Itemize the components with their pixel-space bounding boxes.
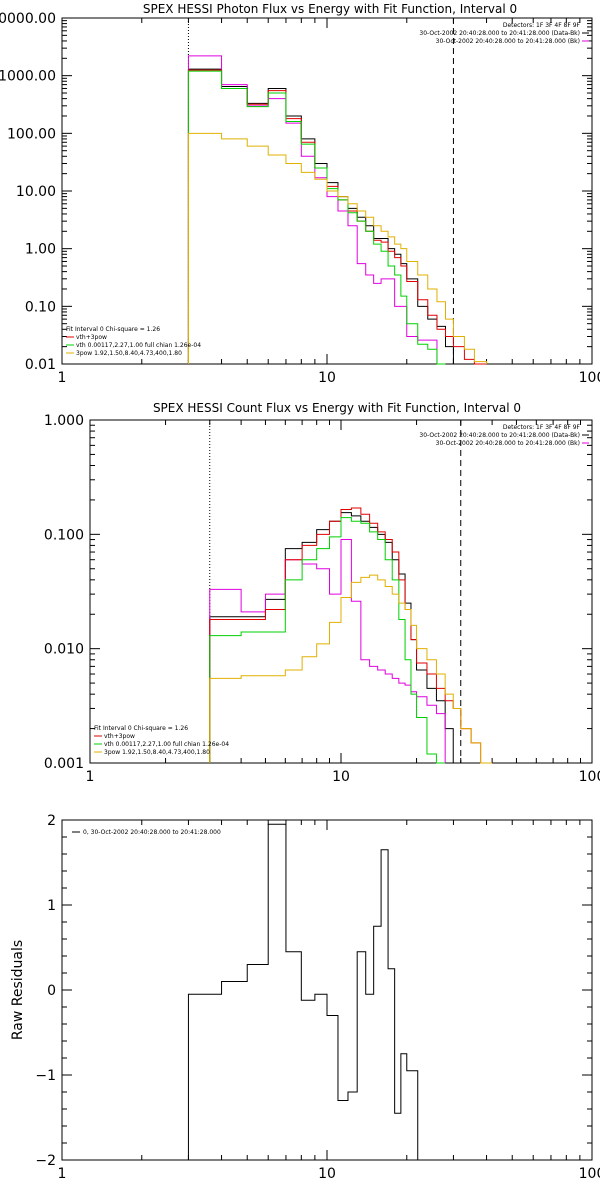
residuals-panel: Raw Residuals 1 10 100 −2 −1 0 1 2 0, 30-Oct-200… <box>10 813 600 1182</box>
photon-flux-plot: 1 10 100 0.01 0.10 1.00 10.00 100.00 1000.00 1000… <box>0 11 600 386</box>
count-series-2 <box>209 507 493 764</box>
photon-series-0 <box>187 68 465 365</box>
count-info-line: 30-Oct-2002 20:40:28.000 to 20:41:28.000… <box>436 440 580 447</box>
photon-info-line: 30-Oct-2002 20:40:28.000 to 20:41:28.000… <box>436 38 580 45</box>
residual-x-tick-label: 10 <box>318 1166 336 1182</box>
count-flux-plot: 1 10 100 0.001 0.010 0.100 1.000 Detectors: 1F … <box>44 413 600 785</box>
count-y-tick-label: 0.001 <box>44 756 84 772</box>
photon-series-1 <box>187 55 438 364</box>
residual-axes-frame <box>61 819 593 1161</box>
count-fit-line: vth 0.00117,2.27,1.00 full chian 1.26e-0… <box>104 741 229 748</box>
photon-x-tick-label: 10 <box>318 370 336 386</box>
photon-x-tick-label: 1 <box>58 370 67 386</box>
residual-y-tick-label: −2 <box>35 1153 56 1169</box>
photon-y-tick-label: 10.00 <box>16 184 56 200</box>
photon-fit-line: 3pow 1.92,1.50,8.40,4.73,400,1.80 <box>76 350 182 357</box>
photon-flux-panel: SPEX HESSI Photon Flux vs Energy with Fi… <box>0 2 600 386</box>
count-series-3 <box>209 517 446 764</box>
residual-y-tick-label: 1 <box>47 898 56 914</box>
photon-y-tick-label: 10000.00 <box>0 11 56 27</box>
count-x-tick-label: 100 <box>579 769 600 785</box>
photon-y-tick-label: 100.00 <box>7 126 56 142</box>
residual-x-tick-label: 100 <box>579 1166 600 1182</box>
count-fit-line: vth+3pow <box>104 733 135 740</box>
count-series-4 <box>209 574 493 764</box>
count-fit-line: 3pow 1.92,1.50,8.40,4.73,400,1.80 <box>104 749 210 756</box>
count-fit-line: Fit Interval 0 Chi-square = 1.26 <box>94 725 188 732</box>
residual-legend-label: 0, 30-Oct-2002 20:40:28.000 to 20:41:28.… <box>83 829 221 836</box>
residual-y-tick-label: −1 <box>35 1068 56 1084</box>
photon-series-2 <box>187 69 487 365</box>
photon-y-tick-label: 1.00 <box>25 242 56 258</box>
photon-info-line: 30-Oct-2002 20:40:28.000 to 20:41:28.000… <box>419 30 580 37</box>
photon-y-tick-label: 0.01 <box>25 357 56 373</box>
photon-info-line: Detectors: 1F 3F 4F 8F 9F <box>503 22 581 29</box>
count-y-tick-label: 0.010 <box>44 642 84 658</box>
photon-x-tick-label: 100 <box>579 370 600 386</box>
residual-series-0 <box>187 823 419 1160</box>
residuals-ylabel: Raw Residuals <box>10 940 26 1040</box>
photon-series-4 <box>187 132 488 364</box>
photon-flux-title: SPEX HESSI Photon Flux vs Energy with Fi… <box>143 2 517 16</box>
photon-fit-line: vth 0.00117,2.27,1.00 full chian 1.26e-0… <box>76 342 201 349</box>
photon-fit-line: vth+3pow <box>76 334 107 341</box>
residual-y-tick-label: 2 <box>47 813 56 829</box>
photon-y-tick-label: 1000.00 <box>0 69 56 85</box>
photon-fit-line: Fit Interval 0 Chi-square = 1.26 <box>66 326 160 333</box>
count-y-tick-label: 0.100 <box>44 527 84 543</box>
count-info-line: 30-Oct-2002 20:40:28.000 to 20:41:28.000… <box>419 432 580 439</box>
residual-x-tick-label: 1 <box>58 1166 67 1182</box>
photon-y-tick-label: 0.10 <box>25 299 56 315</box>
count-flux-panel: SPEX HESSI Count Flux vs Energy with Fit… <box>44 401 600 785</box>
count-series-1 <box>209 539 446 763</box>
residual-y-tick-label: 0 <box>47 983 56 999</box>
count-info-line: Detectors: 1F 3F 4F 8F 9F <box>503 424 581 431</box>
count-x-tick-label: 1 <box>86 769 95 785</box>
count-flux-title: SPEX HESSI Count Flux vs Energy with Fit… <box>153 401 521 415</box>
count-x-tick-label: 10 <box>332 769 350 785</box>
count-y-tick-label: 1.000 <box>44 413 84 429</box>
photon-series-3 <box>187 70 446 365</box>
residuals-plot: 1 10 100 −2 −1 0 1 2 0, 30-Oct-2002 20:40:28.000… <box>35 813 600 1182</box>
